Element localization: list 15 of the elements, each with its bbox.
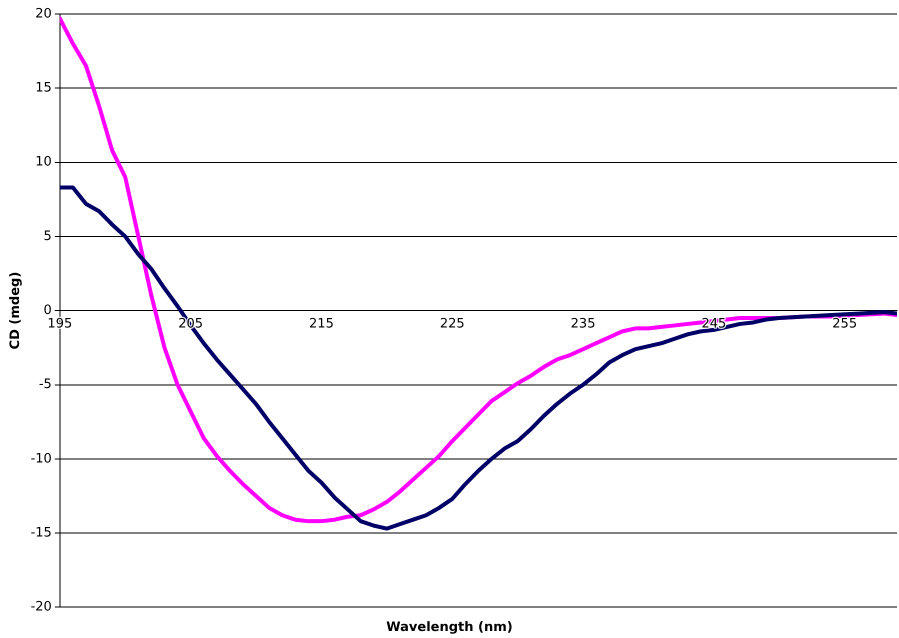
y-tick-label: 0: [44, 302, 52, 318]
y-tick-label: 15: [35, 80, 52, 96]
x-axis-title: Wavelength (nm): [385, 620, 514, 635]
y-tick-label: 5: [44, 228, 52, 244]
x-tick-label: 255: [832, 316, 858, 332]
y-tick-label: 10: [35, 154, 52, 170]
x-tick-label: 235: [570, 316, 596, 332]
y-tick-label: -20: [30, 600, 52, 615]
y-axis-title: CD (mdeg): [8, 272, 24, 350]
y-tick-label: -10: [30, 451, 52, 466]
x-tick-label: 215: [309, 316, 334, 332]
y-tick-label: -5: [38, 377, 52, 392]
x-tick-label: 225: [440, 316, 465, 332]
y-tick-label: 20: [35, 6, 52, 22]
y-tick-label: -15: [30, 525, 52, 540]
